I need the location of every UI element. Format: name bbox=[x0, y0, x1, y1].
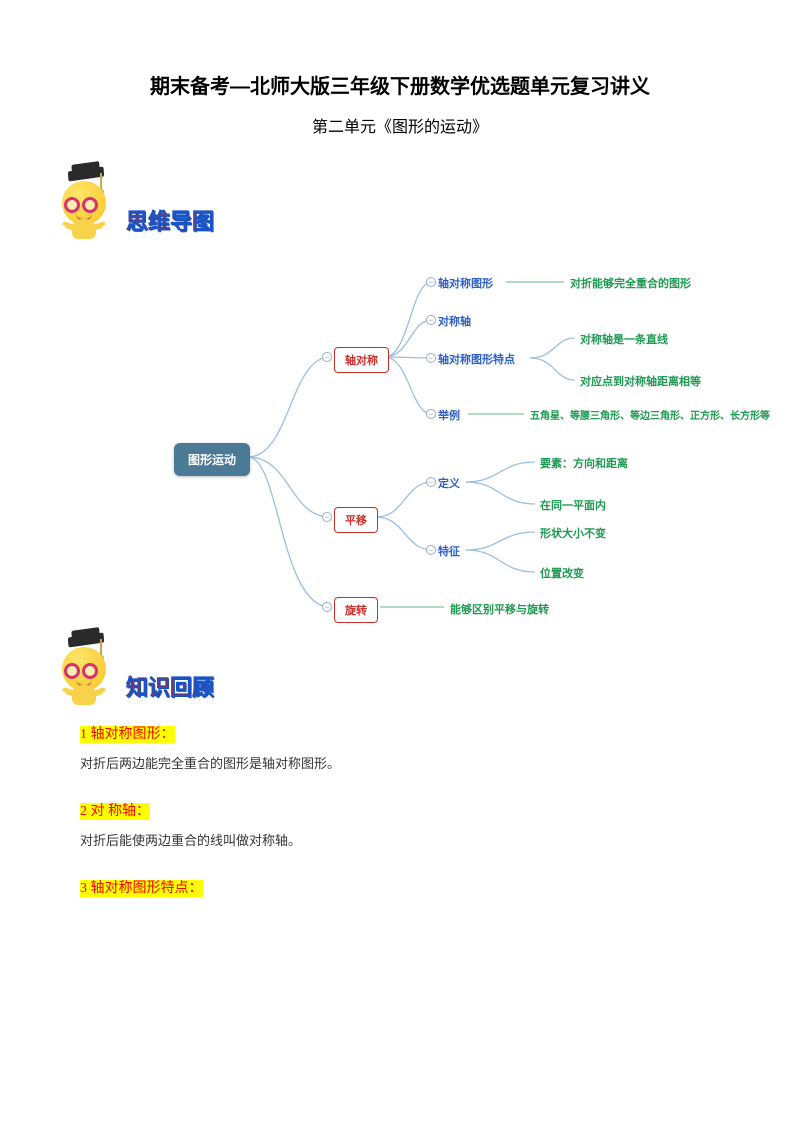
node-axis: 轴对称 bbox=[334, 347, 389, 373]
node-translation: 平移 bbox=[334, 507, 378, 533]
node-rotation-desc: 能够区别平移与旋转 bbox=[450, 601, 549, 617]
node-axis-features: 轴对称图形特点 bbox=[438, 351, 515, 367]
node-axis-feature-1: 对称轴是一条直线 bbox=[580, 331, 668, 347]
mascot-icon bbox=[50, 633, 120, 711]
page-subtitle: 第二单元《图形的运动》 bbox=[80, 113, 720, 137]
node-examples-list: 五角星、等腰三角形、等边三角形、正方形、长方形等 bbox=[530, 407, 770, 422]
node-feature-1: 形状大小不变 bbox=[540, 525, 606, 541]
node-rotation: 旋转 bbox=[334, 597, 378, 623]
review-item-3: 3 轴对称图形特点： bbox=[80, 877, 720, 897]
node-definition-1: 要素：方向和距离 bbox=[540, 455, 628, 471]
node-axis-feature-2: 对应点到对称轴距离相等 bbox=[580, 373, 701, 389]
mindmap-root: 图形运动 bbox=[174, 443, 250, 476]
mindmap-label: 思维导图 bbox=[126, 176, 214, 236]
node-symmetry-axis: 对称轴 bbox=[438, 313, 471, 329]
page-title: 期末备考—北师大版三年级下册数学优选题单元复习讲义 bbox=[80, 70, 720, 99]
node-axis-shape-desc: 对折能够完全重合的图形 bbox=[570, 275, 691, 291]
node-definition-2: 在同一平面内 bbox=[540, 497, 606, 513]
mascot-icon bbox=[50, 167, 120, 245]
node-feature-2: 位置改变 bbox=[540, 565, 584, 581]
review-item-2: 2 对 称轴： 对折后能使两边重合的线叫做对称轴。 bbox=[80, 800, 720, 849]
node-examples: 举例 bbox=[438, 407, 460, 423]
review-body-2: 对折后能使两边重合的线叫做对称轴。 bbox=[80, 830, 720, 849]
mindmap-heading: 思维导图 bbox=[50, 167, 720, 245]
review-item-1: 1 轴对称图形： 对折后两边能完全重合的图形是轴对称图形。 bbox=[80, 723, 720, 772]
review-heading: 知识回顾 bbox=[50, 633, 720, 711]
review-body-1: 对折后两边能完全重合的图形是轴对称图形。 bbox=[80, 753, 720, 772]
node-features: 特征 bbox=[438, 543, 460, 559]
review-label: 知识回顾 bbox=[126, 642, 214, 702]
node-axis-shape: 轴对称图形 bbox=[438, 275, 493, 291]
node-definition: 定义 bbox=[438, 475, 460, 491]
mindmap-diagram: 图形运动 轴对称 平移 旋转 − − − − − − − − − 轴对称图形 对… bbox=[80, 257, 720, 627]
